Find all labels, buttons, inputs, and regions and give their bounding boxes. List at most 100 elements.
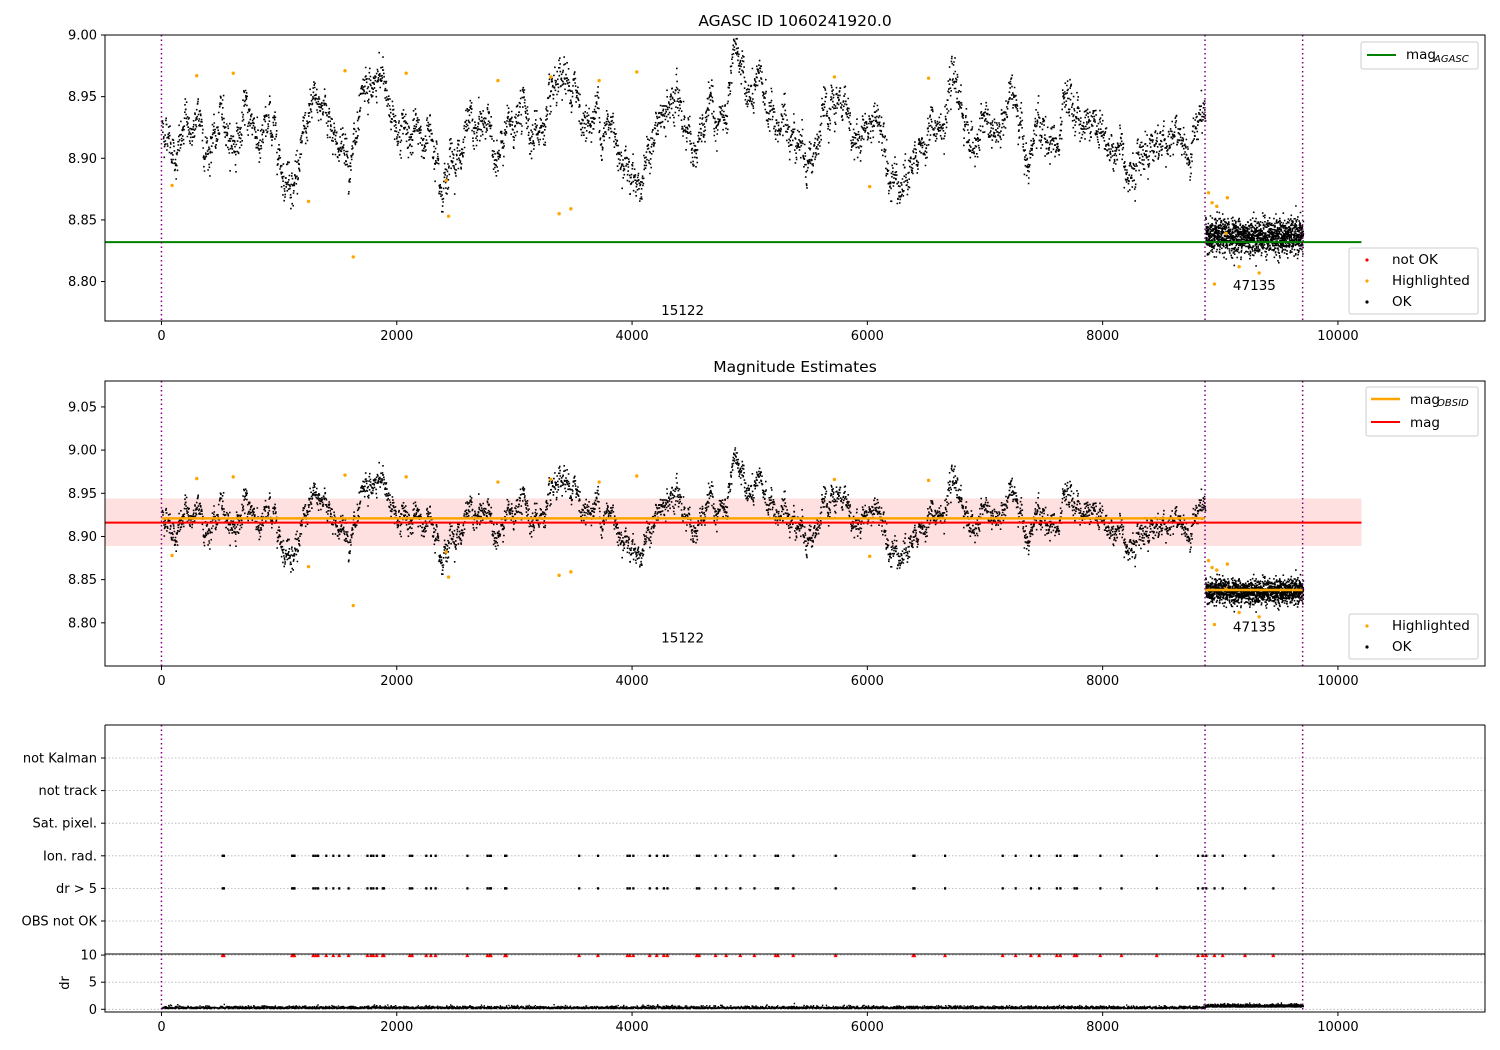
flag-category-label: Sat. pixel. [33, 817, 97, 832]
flag-point [725, 887, 728, 890]
flag-point [314, 887, 317, 890]
highlighted-point [195, 73, 199, 78]
flag-point [1201, 887, 1204, 890]
flag-point [912, 854, 915, 857]
flag-point [382, 854, 386, 857]
x-tick-label: 6000 [851, 329, 884, 344]
dr-clipped-marker [775, 953, 780, 958]
flag-point [648, 854, 651, 857]
flag-point [626, 854, 629, 857]
dr-clipped-marker [697, 953, 702, 958]
x-tick-label: 8000 [1086, 1020, 1119, 1035]
highlighted-point [306, 199, 311, 204]
obsid-label-15122: 15122 [661, 303, 704, 319]
flag-point [1014, 887, 1017, 890]
flag-point [1201, 854, 1204, 857]
highlighted-point [549, 75, 553, 79]
panel-magnitude-axes: 0 2000 4000 6000 8000 10000 8.80 8.85 8.90 8.95 9.… [68, 380, 1486, 689]
dr-clipped-marker [504, 953, 509, 958]
x-tick-label: 4000 [616, 1020, 649, 1035]
flag-point [1073, 854, 1076, 857]
highlighted-point [496, 480, 500, 484]
highlighted-point [1257, 615, 1261, 619]
panel-dr-data [105, 953, 1485, 1010]
flag-point [578, 887, 581, 890]
flag-point [662, 854, 666, 857]
highlighted-point [1210, 565, 1214, 570]
dr-clipped-marker [752, 953, 757, 958]
highlighted-point [1215, 204, 1219, 209]
y-tick-label: 8.95 [68, 90, 97, 105]
dr-clipped-marker [1154, 953, 1159, 958]
highlighted-point [1215, 568, 1219, 572]
flag-point [698, 854, 701, 857]
dr-clipped-marker [424, 953, 429, 958]
y-tick-label: 0 [89, 1003, 97, 1018]
dr-clipped-marker [465, 953, 470, 958]
legend-mag-estimates: mag OBSID mag [1365, 386, 1479, 437]
dr-clipped-marker [665, 953, 670, 958]
flag-category-label: not track [38, 784, 97, 799]
flag-category-label: not Kalman [23, 752, 97, 767]
flag-point [1221, 854, 1224, 857]
dr-clipped-marker [631, 953, 636, 958]
legend-label-ok: OK [1392, 294, 1413, 310]
flag-point [411, 854, 414, 857]
flag-point [1213, 887, 1216, 890]
dr-clipped-marker [292, 953, 297, 958]
legend-label-agasc-subscript: AGASC [1433, 54, 1469, 65]
legend-mag-agasc: mag AGASC [1360, 41, 1479, 70]
x-tick-label: 10000 [1317, 1020, 1358, 1035]
flag-point [1059, 887, 1062, 890]
flag-point [628, 887, 631, 890]
y-tick-label: 9.00 [68, 29, 97, 44]
highlighted-point [351, 603, 355, 608]
highlighted-point [569, 207, 573, 211]
flag-point [338, 854, 341, 857]
x-tick-label: 2000 [380, 674, 413, 689]
flag-point [695, 887, 698, 890]
flag-point [1029, 887, 1033, 890]
highlighted-point [597, 78, 601, 83]
legend-label-not-ok: not OK [1392, 252, 1439, 268]
flag-point [1196, 854, 1200, 857]
dr-clipped-marker [365, 953, 370, 958]
legend-marker-ok [1365, 300, 1369, 304]
flag-point [666, 854, 669, 857]
flag-point [434, 887, 437, 890]
highlighted-point [343, 473, 347, 477]
flag-point [776, 854, 780, 857]
x-tick-label: 4000 [616, 329, 649, 344]
panel-magnitude-title: Magnitude Estimates [713, 358, 877, 376]
panel-dr-ylabel: dr [58, 976, 73, 990]
flag-point [411, 887, 414, 890]
highlighted-point [868, 554, 872, 559]
flag-point [1073, 887, 1076, 890]
obsid-label-15122: 15122 [661, 631, 704, 647]
highlighted-point [170, 553, 174, 558]
flag-point [1120, 854, 1123, 857]
flag-point [1196, 887, 1200, 890]
flag-point [596, 887, 600, 890]
panel-agasc-obsid-labels: 15122 47135 [661, 278, 1276, 319]
dr-clipped-marker [661, 953, 666, 958]
y-tick-label: 8.80 [68, 275, 97, 290]
flag-point [314, 854, 317, 857]
highlighted-point [1210, 200, 1214, 205]
dr-points [161, 1002, 1304, 1010]
flag-point [776, 887, 780, 890]
dr-clipped-marker [1212, 953, 1217, 958]
panel-magnitude-data [105, 447, 1362, 627]
flag-point [944, 887, 947, 890]
flag-point [662, 887, 666, 890]
x-tick-label: 2000 [380, 329, 413, 344]
flag-point [1014, 854, 1017, 857]
flag-point [504, 887, 507, 890]
flag-point [291, 854, 294, 857]
flag-point [648, 887, 651, 890]
y-tick-label: 8.85 [68, 213, 97, 228]
x-tick-label: 6000 [851, 1020, 884, 1035]
highlighted-point [351, 255, 355, 259]
flag-point [834, 887, 837, 890]
highlighted-point [569, 570, 573, 574]
